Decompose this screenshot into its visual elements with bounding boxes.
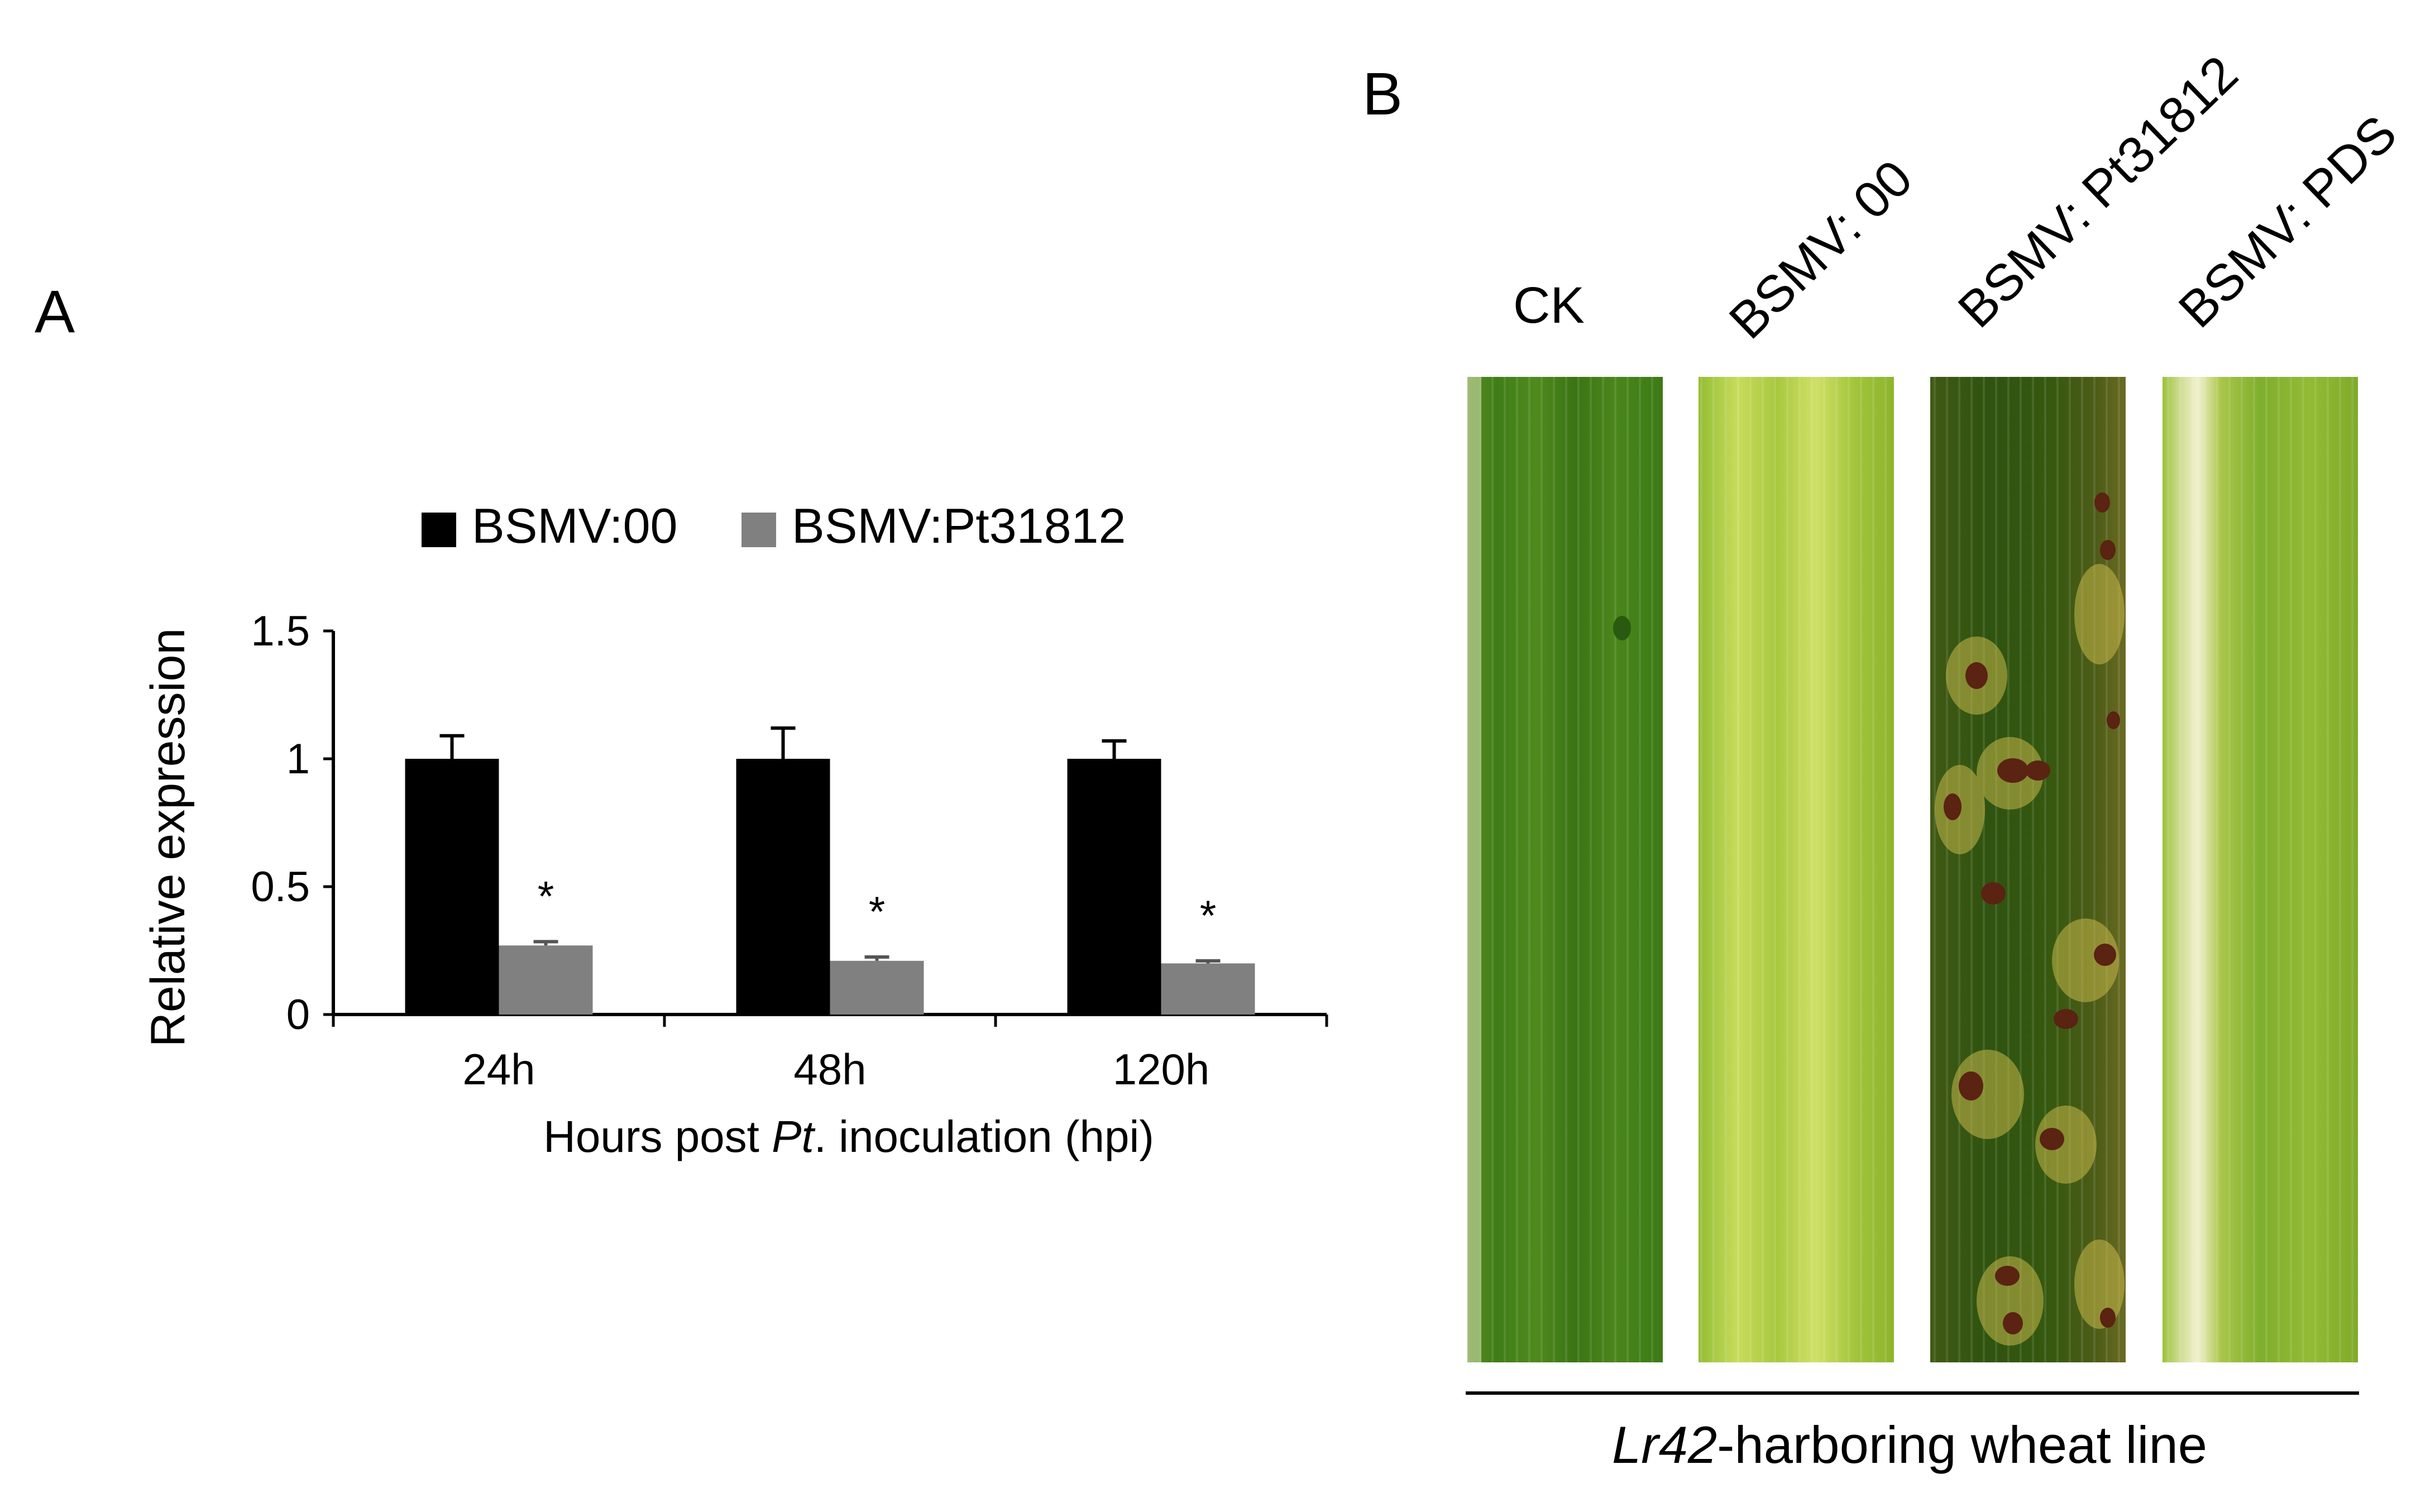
leaf-label-bsmv-pds: BSMV: PDS [2168,104,2408,338]
significance-asterisk: * [538,873,554,920]
x-tick-label: 120h [1113,1045,1210,1094]
y-axis-label: Relative expression [141,628,195,1047]
significance-asterisk: * [869,888,886,936]
significance-asterisk: * [1200,892,1217,940]
error-bars [439,726,1221,964]
leaf-label-ck: CK [1513,277,1585,334]
bars [405,759,1255,1015]
leaf-image-ck [1467,377,1663,1362]
x-tick-marks [332,1015,1328,1027]
chart-legend: BSMV:00 BSMV:Pt31812 [422,498,1126,553]
bar-bsmv-00-24h [405,759,499,1015]
legend-swatch-bsmv-pt31812 [741,513,776,547]
y-tick-label: 0.5 [251,863,310,911]
legend-swatch-bsmv-00 [422,513,456,547]
panel-b-letter: B [1362,60,1403,127]
y-tick-label: 1.5 [251,607,310,655]
y-tick-label: 1 [286,735,310,783]
x-tick-label: 24h [462,1045,535,1094]
panel-a-letter: A [35,277,75,345]
leaf-group-caption: Lr42-harboring wheat line [1612,1415,2207,1474]
leaf-image-bsmv-pt31812 [1930,377,2126,1362]
legend-label-bsmv-pt31812: BSMV:Pt31812 [792,498,1126,553]
bar-bsmv-00-48h [736,759,830,1015]
y-ticks: 0 0.5 1 1.5 [251,607,333,1039]
x-tick-labels: 24h 48h 120h [462,1045,1209,1094]
bar-bsmv-pt31812-48h [830,960,924,1015]
leaf-image-bsmv-pds [2163,377,2358,1362]
y-tick-label: 0 [286,991,310,1039]
x-tick-label: 48h [793,1045,866,1094]
significance-marks: * * * [538,873,1217,939]
bar-bsmv-00-120h [1067,759,1161,1015]
x-axis-label: Hours post Pt. inoculation (hpi) [543,1112,1154,1161]
bar-bsmv-pt31812-24h [499,945,593,1015]
leaf-label-bsmv-00: BSMV: 00 [1719,150,1923,350]
leaf-image-bsmv-00 [1699,377,1894,1362]
bar-bsmv-pt31812-120h [1161,963,1255,1015]
legend-label-bsmv-00: BSMV:00 [472,498,677,553]
